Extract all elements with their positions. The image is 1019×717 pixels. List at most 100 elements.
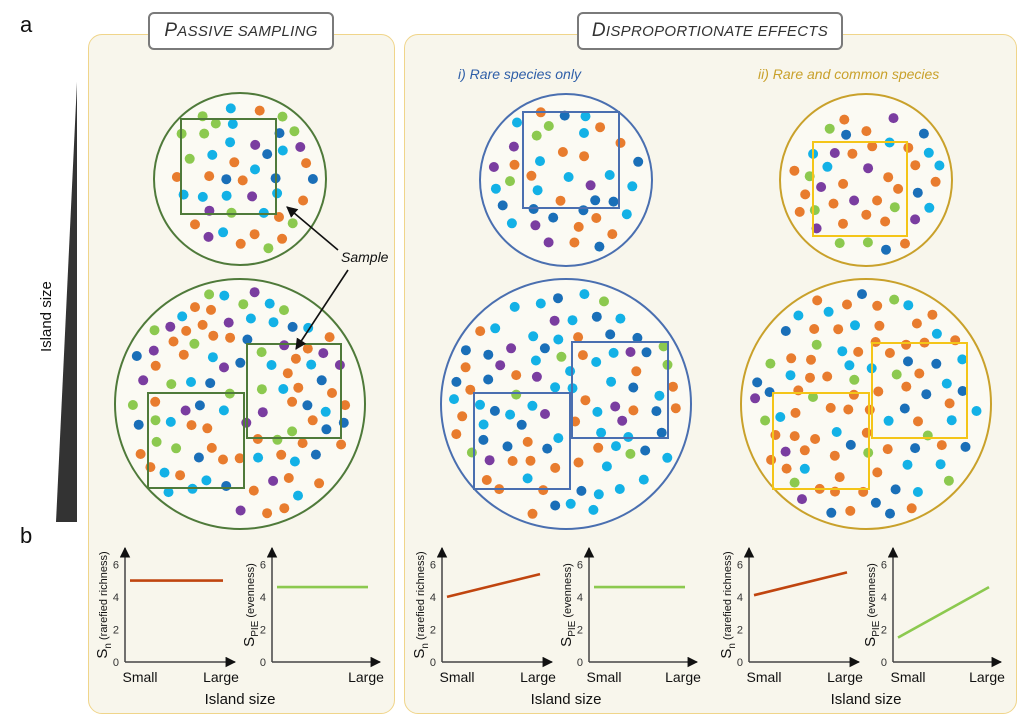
y-tick-label: 2 xyxy=(881,624,887,636)
species-dot xyxy=(483,374,494,385)
species-dot xyxy=(800,189,811,200)
species-dot xyxy=(327,388,337,398)
species-dot xyxy=(289,456,300,467)
species-dot xyxy=(592,406,603,417)
species-dot xyxy=(247,191,258,202)
species-dot xyxy=(225,137,236,148)
species-dot xyxy=(957,354,968,365)
species-dot xyxy=(527,508,538,519)
species-dot xyxy=(532,185,543,196)
species-dot xyxy=(617,415,628,426)
species-dot xyxy=(460,362,471,373)
y-axis-label: Sn (rarefied richness) xyxy=(718,551,738,658)
species-dot xyxy=(235,505,246,516)
species-dot xyxy=(279,503,290,514)
chart-common-sn: 0 2 4 6 Small Large Sn (rarefied richness) xyxy=(718,546,863,685)
rare-common-subtitle: ii) Rare and common species xyxy=(758,66,940,82)
species-dot xyxy=(535,298,546,309)
species-dot xyxy=(670,403,681,414)
species-dot xyxy=(127,400,138,410)
species-dot xyxy=(289,126,300,137)
species-dot xyxy=(512,117,522,128)
species-dot xyxy=(151,436,162,447)
species-dot xyxy=(238,299,249,310)
y-axis-label: Sn (rarefied richness) xyxy=(411,551,431,658)
y-tick-label: 0 xyxy=(881,657,887,669)
species-dot xyxy=(873,386,884,397)
species-dot xyxy=(935,459,946,470)
species-dot xyxy=(316,375,327,386)
species-dot xyxy=(890,484,901,495)
species-dot xyxy=(573,332,584,343)
species-dot xyxy=(466,447,477,458)
species-dot xyxy=(789,477,800,488)
chart-common-spie: 0 2 4 6 Small Large SPIE (evenness) xyxy=(862,546,1005,685)
species-dot xyxy=(826,507,837,518)
species-dot xyxy=(810,434,821,444)
species-dot xyxy=(591,357,602,367)
species-dot xyxy=(168,336,179,347)
y-tick-label: 6 xyxy=(113,559,119,571)
species-dot xyxy=(841,129,852,140)
species-dot xyxy=(287,396,298,407)
species-dot xyxy=(528,331,539,342)
species-dot xyxy=(181,325,192,336)
species-dot xyxy=(248,485,259,496)
species-dot xyxy=(608,347,619,358)
chart-rare-sn: 0 2 4 6 Small Large Sn (rarefied richness) xyxy=(411,546,556,685)
species-dot xyxy=(752,377,763,388)
species-dot xyxy=(171,443,182,454)
species-dot xyxy=(457,411,468,422)
species-dot xyxy=(849,374,860,385)
species-dot xyxy=(550,462,561,473)
y-tick-label: 4 xyxy=(113,592,119,604)
species-dot xyxy=(849,195,860,206)
species-dot xyxy=(861,209,872,220)
species-dot xyxy=(569,237,580,248)
species-dot xyxy=(483,349,494,360)
species-dot xyxy=(824,123,835,134)
species-dot xyxy=(218,454,228,465)
species-dot xyxy=(287,218,298,229)
species-dot xyxy=(277,233,288,244)
species-dot xyxy=(934,160,945,171)
species-dot xyxy=(870,497,881,508)
species-dot xyxy=(884,348,895,358)
species-dot xyxy=(197,319,208,330)
species-dot xyxy=(593,442,604,453)
species-dot xyxy=(302,343,313,354)
species-dot xyxy=(549,315,560,326)
species-dot xyxy=(262,508,273,519)
species-dot xyxy=(834,238,845,249)
species-dot xyxy=(914,368,925,379)
x-tick-large: Large xyxy=(665,669,701,685)
species-dot xyxy=(219,362,229,373)
species-dot xyxy=(863,163,874,174)
species-dot xyxy=(662,452,673,463)
species-dot xyxy=(511,370,522,381)
x-tick-small: Small xyxy=(890,669,925,685)
species-dot xyxy=(941,378,952,389)
species-dot xyxy=(542,443,553,454)
species-dot xyxy=(194,400,205,411)
species-dot xyxy=(891,369,902,380)
species-dot xyxy=(131,351,142,361)
species-dot xyxy=(465,384,476,395)
species-dot xyxy=(502,441,513,452)
species-dot xyxy=(596,427,607,438)
species-dot xyxy=(899,403,910,414)
species-dot xyxy=(867,141,878,152)
species-dot xyxy=(242,334,253,345)
species-dot xyxy=(297,438,308,449)
species-dot xyxy=(145,462,156,473)
island-outline xyxy=(779,93,953,267)
series-line xyxy=(897,585,990,639)
species-dot xyxy=(219,290,230,301)
species-dot xyxy=(775,412,786,422)
species-dot xyxy=(632,332,643,343)
species-dot xyxy=(321,424,332,435)
species-dot xyxy=(585,180,596,191)
species-dot xyxy=(573,221,584,232)
sample-box xyxy=(473,392,571,490)
